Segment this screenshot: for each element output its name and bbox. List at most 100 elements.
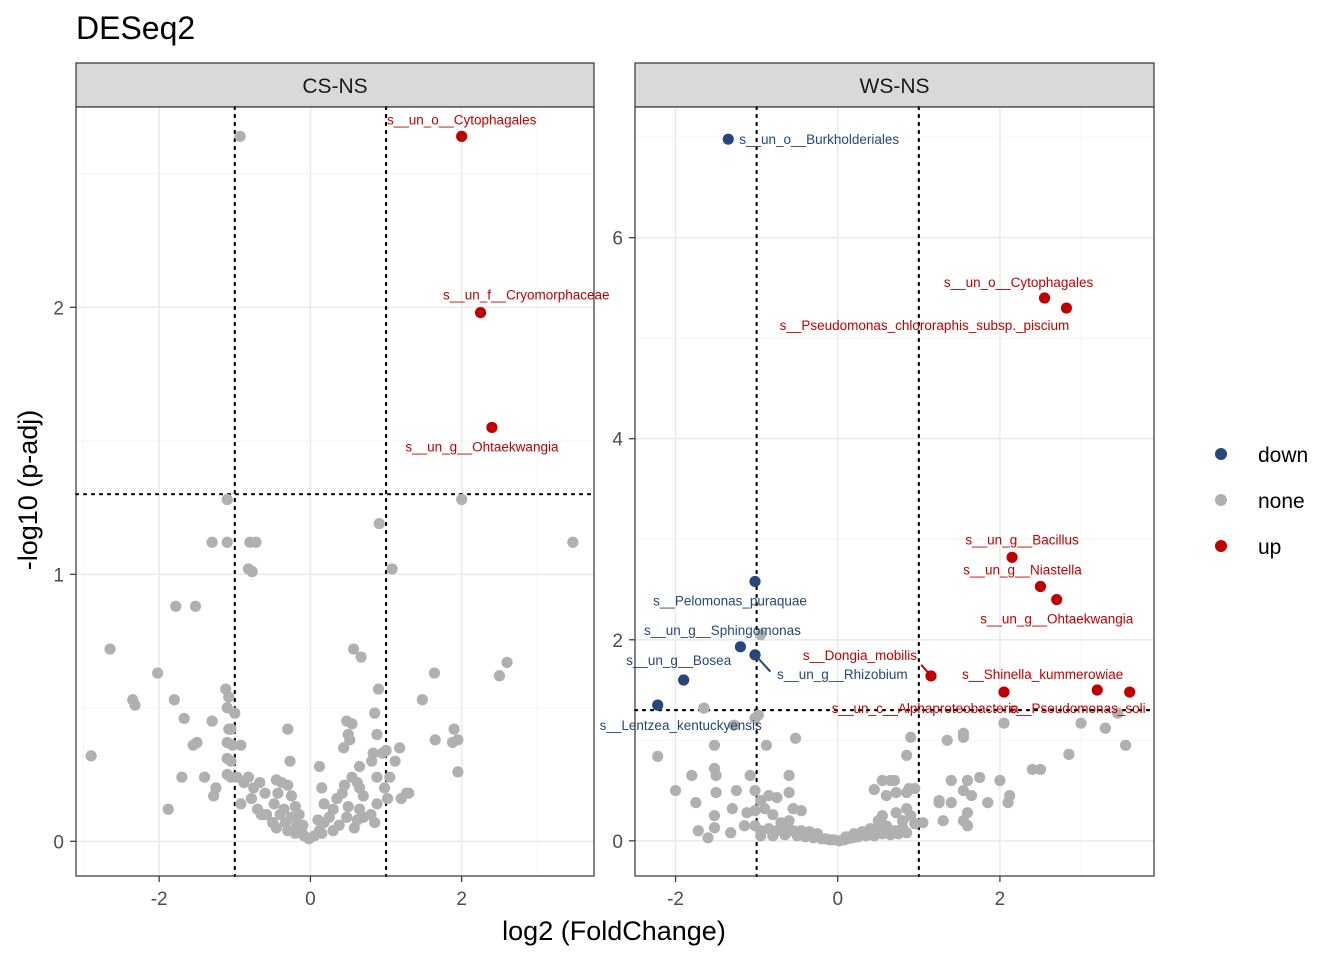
- point-up: [1060, 302, 1073, 314]
- panel-ws-ns: WS-NS s__un_o__Burkholderiales s__Pelomona…: [600, 62, 1156, 910]
- point-none: [285, 790, 298, 802]
- point-none: [316, 827, 328, 839]
- y-tick-label: 6: [612, 229, 623, 250]
- point-none: [779, 829, 791, 841]
- legend-key-up: [1215, 540, 1227, 552]
- point-none: [221, 536, 233, 548]
- point-none: [998, 717, 1010, 729]
- point-none: [791, 830, 803, 842]
- point-none: [994, 774, 1006, 787]
- point-none: [760, 739, 772, 751]
- point-label: s__Dongia_mobilis: [803, 648, 917, 663]
- point-label: s__un_g__Rhizobium: [777, 667, 908, 682]
- legend: down none up: [1215, 444, 1308, 559]
- point-none: [767, 809, 779, 821]
- point-none: [357, 790, 369, 802]
- point-label: s__un_o__Cytophagales: [387, 112, 537, 127]
- point-none: [338, 742, 350, 754]
- point-label-leader: [920, 664, 932, 677]
- point-none: [341, 811, 353, 823]
- point-none: [868, 783, 880, 796]
- point-none: [909, 782, 921, 795]
- point-none: [789, 732, 802, 744]
- point-none: [162, 803, 174, 815]
- point-none: [229, 707, 241, 719]
- point-none: [690, 797, 702, 809]
- point-none: [206, 536, 218, 548]
- point-none: [708, 822, 721, 834]
- point-none: [235, 798, 247, 810]
- point-up: [1051, 593, 1063, 606]
- point-none: [698, 702, 710, 714]
- point-none: [242, 563, 255, 575]
- point-none: [888, 774, 901, 787]
- point-none: [342, 800, 354, 813]
- point-none: [1075, 717, 1087, 729]
- chart-title: DESeq2: [76, 10, 195, 46]
- point-none: [448, 723, 460, 735]
- y-tick-label: 0: [612, 832, 623, 853]
- point-none: [353, 760, 366, 773]
- point-none: [744, 769, 756, 782]
- point-none: [178, 712, 190, 725]
- point-label: s__un_o__Cytophagales: [944, 275, 1094, 290]
- point-none: [369, 707, 381, 719]
- point-none: [974, 771, 986, 784]
- point-none: [897, 815, 909, 827]
- point-none: [198, 771, 211, 783]
- point-none: [189, 600, 202, 612]
- point-none: [355, 651, 367, 663]
- point-none: [652, 750, 664, 762]
- point-none: [346, 718, 358, 730]
- point-down: [749, 575, 761, 588]
- point-none: [187, 739, 199, 751]
- point-none: [282, 779, 294, 791]
- point-none: [416, 694, 428, 706]
- point-label: s__Pseudomonas_soli: [1010, 701, 1146, 716]
- point-none: [945, 774, 957, 787]
- point-none: [669, 784, 682, 797]
- point-none: [982, 797, 994, 809]
- point-none: [752, 709, 764, 721]
- point-none: [245, 792, 258, 805]
- point-none: [376, 747, 388, 759]
- point-none: [501, 656, 513, 668]
- x-axis-title: log2 (FoldChange): [502, 916, 726, 946]
- point-none: [270, 822, 282, 834]
- point-label-leader: [754, 654, 772, 673]
- point-none: [316, 782, 328, 794]
- panel-border: [75, 106, 595, 877]
- point-none: [176, 771, 188, 783]
- point-none: [965, 789, 978, 802]
- point-down: [722, 133, 734, 145]
- point-label: s__un_g__Sphingomonas: [644, 623, 801, 638]
- legend-label-up: up: [1258, 536, 1281, 559]
- panel-cs-ns: CS-NS s__un_o__Cytophagales s__un_f__Cryom…: [53, 62, 610, 910]
- point-none: [250, 536, 262, 548]
- point-none: [206, 715, 218, 727]
- point-none: [221, 493, 233, 506]
- point-none: [957, 784, 970, 797]
- legend-label-none: none: [1258, 490, 1305, 513]
- legend-label-down: down: [1258, 444, 1308, 467]
- point-none: [1120, 739, 1132, 751]
- y-axis-title: -log10 (p-adj): [13, 410, 43, 571]
- point-none: [795, 805, 807, 817]
- point-none: [1034, 763, 1047, 776]
- point-none: [961, 774, 974, 787]
- point-none: [493, 670, 506, 682]
- point-label: s__Lentzea_kentuckyensis: [600, 718, 762, 733]
- point-none: [208, 790, 220, 802]
- point-label: s__un_c__Alphaproteobacteria: [832, 701, 1019, 716]
- point-none: [872, 815, 884, 827]
- y-tick-label: 2: [53, 298, 64, 319]
- point-none: [357, 811, 369, 823]
- point-none: [708, 810, 721, 822]
- point-none: [456, 493, 468, 506]
- point-label: s__un_g__Bacillus: [965, 532, 1079, 547]
- point-none: [428, 667, 441, 679]
- x-tick-label: -2: [667, 889, 684, 910]
- point-none: [909, 818, 921, 830]
- point-none: [1004, 789, 1016, 802]
